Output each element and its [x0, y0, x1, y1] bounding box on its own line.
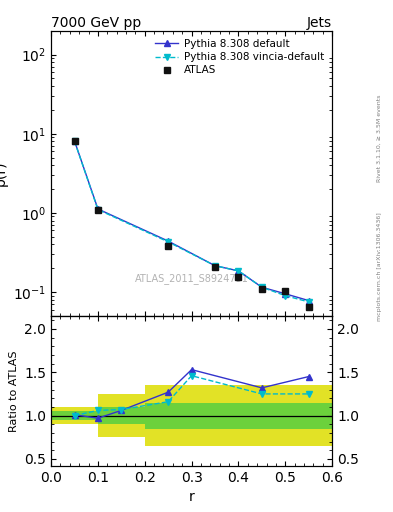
Pythia 8.308 default [259, 284, 264, 290]
Line: ATLAS: ATLAS [71, 138, 312, 310]
Text: Rivet 3.1.10, ≥ 3.5M events: Rivet 3.1.10, ≥ 3.5M events [377, 95, 382, 182]
Legend: Pythia 8.308 default, Pythia 8.308 vincia-default, ATLAS: Pythia 8.308 default, Pythia 8.308 vinci… [152, 36, 327, 78]
X-axis label: r: r [189, 490, 195, 504]
Pythia 8.308 vincia-default [236, 268, 241, 274]
Pythia 8.308 default [236, 268, 241, 274]
ATLAS [166, 243, 171, 249]
Pythia 8.308 vincia-default [283, 292, 288, 298]
ATLAS [306, 304, 311, 310]
Pythia 8.308 vincia-default [95, 206, 100, 212]
Pythia 8.308 vincia-default [259, 284, 264, 290]
Text: Jets: Jets [307, 15, 332, 30]
ATLAS [72, 138, 77, 144]
Line: Pythia 8.308 vincia-default: Pythia 8.308 vincia-default [72, 138, 311, 305]
Y-axis label: Ratio to ATLAS: Ratio to ATLAS [9, 350, 19, 432]
Pythia 8.308 default [166, 238, 171, 244]
Pythia 8.308 vincia-default [166, 239, 171, 245]
Text: mcplots.cern.ch [arXiv:1306.3436]: mcplots.cern.ch [arXiv:1306.3436] [377, 212, 382, 321]
Pythia 8.308 vincia-default [72, 138, 77, 144]
Pythia 8.308 vincia-default [306, 299, 311, 305]
ATLAS [283, 288, 288, 294]
Pythia 8.308 default [283, 291, 288, 297]
Y-axis label: ρ(r): ρ(r) [0, 161, 7, 186]
Pythia 8.308 vincia-default [213, 263, 217, 269]
Text: ATLAS_2011_S8924791: ATLAS_2011_S8924791 [135, 273, 248, 284]
Pythia 8.308 default [72, 138, 77, 144]
Pythia 8.308 default [95, 206, 100, 212]
ATLAS [213, 264, 217, 270]
Text: 7000 GeV pp: 7000 GeV pp [51, 15, 141, 30]
ATLAS [236, 274, 241, 280]
ATLAS [95, 206, 100, 212]
Pythia 8.308 default [213, 263, 217, 269]
ATLAS [259, 286, 264, 292]
Line: Pythia 8.308 default: Pythia 8.308 default [72, 138, 311, 303]
Pythia 8.308 default [306, 297, 311, 304]
